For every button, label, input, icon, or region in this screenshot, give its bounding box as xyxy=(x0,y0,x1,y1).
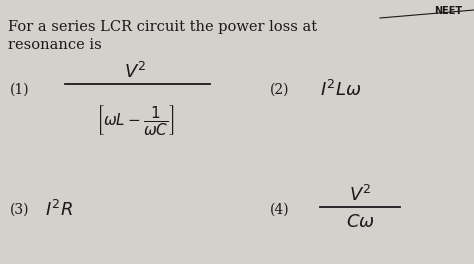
Text: $C\omega$: $C\omega$ xyxy=(346,213,374,231)
Text: $V^2$: $V^2$ xyxy=(349,185,371,205)
Text: For a series LCR circuit the power loss at: For a series LCR circuit the power loss … xyxy=(8,20,317,34)
Text: resonance is: resonance is xyxy=(8,38,102,52)
Text: $\left[\omega L-\dfrac{1}{\omega C}\right]$: $\left[\omega L-\dfrac{1}{\omega C}\righ… xyxy=(96,103,174,137)
Text: $I^2R$: $I^2R$ xyxy=(45,200,73,220)
Text: (1): (1) xyxy=(10,83,29,97)
Text: (4): (4) xyxy=(270,203,290,217)
Text: $V^2$: $V^2$ xyxy=(124,62,146,82)
Text: (3): (3) xyxy=(10,203,29,217)
Text: NEET: NEET xyxy=(434,6,462,16)
Text: (2): (2) xyxy=(270,83,290,97)
Text: $I^2L\omega$: $I^2L\omega$ xyxy=(320,80,361,100)
